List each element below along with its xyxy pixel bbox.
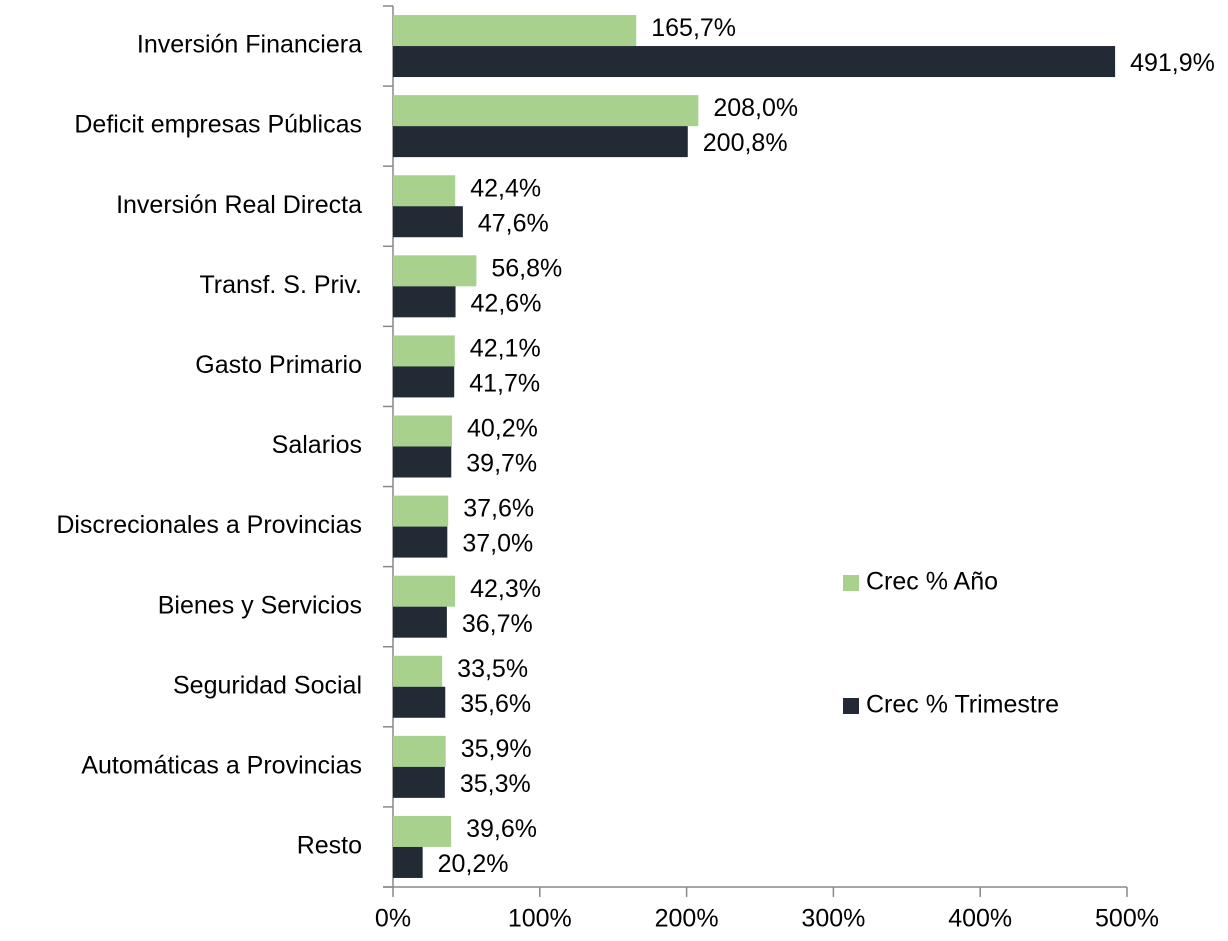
category-label: Inversión Financiera — [137, 31, 362, 59]
category-label: Deficit empresas Públicas — [74, 111, 362, 139]
value-label: 165,7% — [651, 14, 736, 42]
bar — [393, 495, 449, 527]
value-label: 42,3% — [470, 575, 541, 603]
value-label: 491,9% — [1130, 49, 1215, 77]
bar — [393, 846, 423, 878]
value-label: 40,2% — [467, 415, 538, 443]
bar — [393, 255, 477, 287]
bar — [393, 766, 445, 798]
category-label: Automáticas a Provincias — [81, 751, 362, 779]
bar — [393, 655, 443, 687]
bar — [393, 686, 446, 718]
value-label: 47,6% — [478, 209, 549, 237]
category-label: Inversión Real Directa — [116, 191, 362, 219]
bar — [393, 526, 448, 558]
value-label: 37,0% — [462, 530, 533, 558]
bar — [393, 206, 463, 238]
value-label: 42,1% — [470, 335, 541, 363]
x-tick-label: 100% — [508, 905, 572, 933]
value-label: 42,6% — [471, 289, 542, 317]
bar — [393, 415, 453, 447]
category-label: Gasto Primario — [195, 351, 362, 379]
bar — [393, 446, 452, 478]
bar — [393, 175, 456, 207]
category-label: Discrecionales a Provincias — [56, 511, 362, 539]
value-label: 20,2% — [438, 850, 509, 878]
value-label: 42,4% — [470, 174, 541, 202]
category-label: Seguridad Social — [173, 671, 362, 699]
bar — [393, 286, 456, 318]
value-label: 35,9% — [461, 735, 532, 763]
bar — [393, 366, 455, 398]
value-label: 41,7% — [469, 370, 540, 398]
legend-label: Crec % Trimestre — [866, 691, 1059, 719]
bar — [393, 126, 688, 158]
bar — [393, 95, 699, 127]
value-label: 37,6% — [463, 495, 534, 523]
bar — [393, 575, 456, 607]
category-label: Salarios — [272, 431, 362, 459]
x-tick-label: 300% — [801, 905, 865, 933]
legend-swatch — [843, 698, 859, 714]
value-label: 56,8% — [491, 254, 562, 282]
bar — [393, 735, 446, 767]
legend-swatch — [843, 575, 859, 591]
value-label: 200,8% — [703, 129, 788, 157]
value-label: 35,3% — [460, 770, 531, 798]
bar — [393, 335, 455, 367]
legend-label: Crec % Año — [866, 568, 998, 596]
value-label: 35,6% — [460, 690, 531, 718]
value-label: 36,7% — [462, 610, 533, 638]
x-tick-label: 200% — [655, 905, 719, 933]
x-tick-label: 400% — [948, 905, 1012, 933]
value-label: 39,6% — [466, 815, 537, 843]
bar — [393, 606, 447, 638]
category-label: Transf. S. Priv. — [199, 271, 362, 299]
bar — [393, 46, 1116, 78]
value-label: 33,5% — [457, 655, 528, 683]
category-label: Resto — [297, 832, 362, 860]
x-tick-label: 0% — [375, 905, 411, 933]
category-label: Bienes y Servicios — [158, 591, 362, 619]
bar — [393, 15, 637, 47]
bar — [393, 815, 452, 847]
x-tick-label: 500% — [1095, 905, 1159, 933]
value-label: 39,7% — [466, 450, 537, 478]
value-label: 208,0% — [713, 94, 798, 122]
